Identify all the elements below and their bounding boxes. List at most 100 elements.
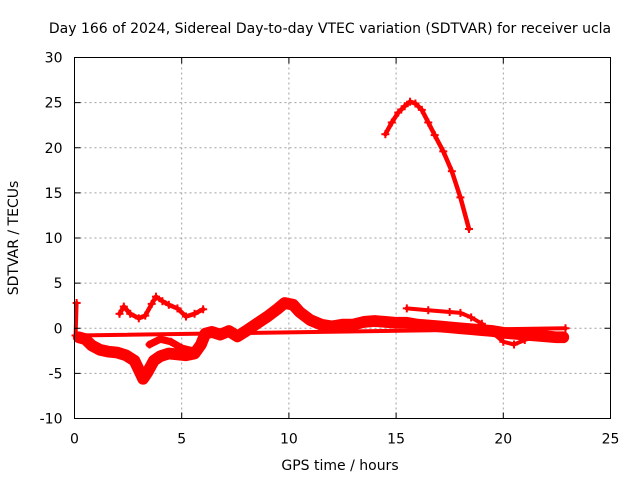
data-point xyxy=(188,346,197,355)
tick-layer: 0 5 10 15 20 25 -10 -5 0 5 10 15 20 25 30 xyxy=(40,51,620,448)
data-point xyxy=(520,335,529,344)
x-tick-label: 10 xyxy=(280,432,298,448)
data-point xyxy=(561,324,570,333)
series-band xyxy=(117,294,206,321)
data-point xyxy=(166,337,175,346)
y-tick-label: 10 xyxy=(45,231,63,247)
data-point xyxy=(456,308,465,317)
y-tick-label: 15 xyxy=(45,186,63,202)
data-point xyxy=(413,320,422,329)
series-layer xyxy=(71,97,570,385)
data-point xyxy=(477,319,486,328)
series-sdtvar-upper-early xyxy=(115,292,208,323)
data-point xyxy=(145,340,154,349)
data-point xyxy=(387,118,396,127)
series-band xyxy=(383,99,472,232)
data-point xyxy=(424,321,433,330)
x-tick-label: 20 xyxy=(494,432,512,448)
data-point xyxy=(134,365,143,374)
data-point xyxy=(464,224,473,233)
data-point xyxy=(349,320,358,329)
data-point xyxy=(424,118,433,127)
data-point xyxy=(87,341,96,350)
data-point xyxy=(104,347,113,356)
data-point xyxy=(402,304,411,313)
data-point xyxy=(430,131,439,140)
y-tick-label: 25 xyxy=(45,96,63,112)
data-point xyxy=(139,374,148,383)
data-point xyxy=(190,309,199,318)
data-point xyxy=(158,297,167,306)
data-point xyxy=(115,309,124,318)
data-point xyxy=(141,311,150,320)
data-point xyxy=(317,320,326,329)
data-point xyxy=(327,322,336,331)
y-tick-label: 20 xyxy=(45,141,63,157)
data-point xyxy=(400,102,409,111)
data-point xyxy=(164,349,173,358)
data-point xyxy=(445,308,454,317)
data-point xyxy=(499,337,508,346)
data-point xyxy=(510,340,519,349)
data-point xyxy=(96,345,105,354)
chart-title: Day 166 of 2024, Sidereal Day-to-day VTE… xyxy=(49,21,611,37)
data-point xyxy=(126,309,135,318)
data-point xyxy=(72,298,81,307)
data-point xyxy=(119,302,128,311)
data-point xyxy=(559,333,568,342)
series-sdtvar-high-arc xyxy=(381,97,473,233)
data-point xyxy=(394,108,403,117)
data-point xyxy=(280,298,289,307)
data-point xyxy=(121,351,130,360)
data-point xyxy=(151,292,160,301)
data-point xyxy=(147,299,156,308)
data-point xyxy=(359,317,368,326)
x-tick-label: 0 xyxy=(70,432,79,448)
y-tick-label: 30 xyxy=(45,51,63,67)
data-point xyxy=(417,105,426,114)
y-tick-label: 0 xyxy=(54,321,63,337)
data-point xyxy=(199,305,208,314)
x-tick-label: 25 xyxy=(602,432,620,448)
series-sdtvar-mid-segment xyxy=(145,335,203,355)
x-tick-label: 15 xyxy=(387,432,405,448)
data-point xyxy=(274,304,283,313)
data-point xyxy=(181,312,190,321)
data-point xyxy=(406,97,415,106)
data-point xyxy=(156,352,165,361)
data-point xyxy=(156,335,165,344)
data-point xyxy=(424,306,433,315)
data-point xyxy=(439,147,448,156)
data-point xyxy=(531,332,540,341)
data-point xyxy=(143,368,152,377)
series-sdtvar-isolated-points xyxy=(71,298,570,340)
data-point xyxy=(306,316,315,325)
data-point xyxy=(370,317,379,326)
data-point xyxy=(252,319,261,328)
data-point xyxy=(134,314,143,323)
data-point xyxy=(456,193,465,202)
x-axis-label: GPS time / hours xyxy=(281,458,398,474)
data-point xyxy=(149,356,158,365)
data-point xyxy=(402,318,411,327)
data-point xyxy=(289,300,298,309)
y-tick-label: 5 xyxy=(54,276,63,292)
data-point xyxy=(392,318,401,327)
data-point xyxy=(173,304,182,313)
data-point xyxy=(467,313,476,322)
data-point xyxy=(381,130,390,139)
data-point xyxy=(130,356,139,365)
data-point xyxy=(71,331,80,340)
data-point xyxy=(177,344,186,353)
data-point xyxy=(542,330,551,339)
data-point xyxy=(381,317,390,326)
data-point xyxy=(411,99,420,108)
data-point xyxy=(338,320,347,329)
y-axis-label: SDTVAR / TECUs xyxy=(6,181,22,296)
y-tick-label: -10 xyxy=(40,412,63,428)
y-tick-label: -5 xyxy=(49,366,63,382)
data-point xyxy=(447,167,456,176)
data-point xyxy=(173,350,182,359)
data-point xyxy=(295,308,304,317)
